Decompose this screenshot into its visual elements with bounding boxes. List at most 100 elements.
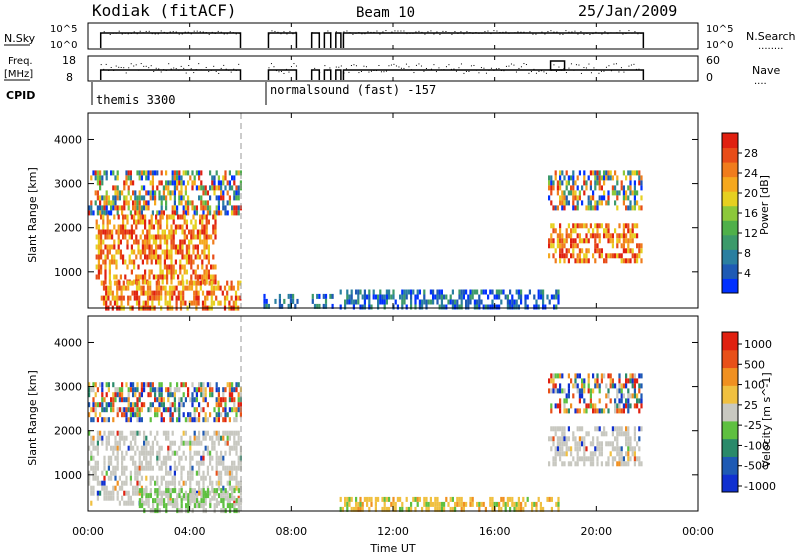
heatmap-cell [105,205,108,211]
heatmap-cell [278,293,281,299]
heatmap-cell [631,248,634,254]
heatmap-cell [215,210,218,216]
heatmap-cell [156,480,159,486]
heatmap-cell [140,185,143,191]
heatmap-cell [146,234,149,240]
heatmap-cell [162,490,165,496]
heatmap-cell [195,300,198,306]
nsky-dot [580,31,582,33]
heatmap-cell [210,234,213,240]
heatmap-cell [640,175,643,181]
heatmap-cell [105,295,108,301]
nsky-dot [577,33,579,35]
heatmap-cell [594,451,597,457]
heatmap-cell [123,407,126,413]
heatmap-cell [460,299,463,305]
heatmap-cell [614,170,617,176]
heatmap-cell [129,455,132,461]
nsky-dot [625,32,627,34]
heatmap-cell [184,480,187,486]
heatmap-cell [164,295,167,301]
heatmap-cell [184,285,187,291]
nave-dot [345,68,347,70]
heatmap-cell [625,248,628,254]
heatmap-cell [502,496,505,502]
heatmap-cell [138,488,141,494]
heatmap-cell [231,185,234,191]
nave-dot [238,63,240,65]
heatmap-cell [117,249,120,255]
heatmap-cell [125,417,128,423]
heatmap-cell [180,382,183,388]
heatmap-cell [622,383,625,389]
heatmap-cell [570,378,573,384]
heatmap-cell [618,456,621,462]
heatmap-cell [134,210,137,216]
heatmap-cell [576,426,579,432]
nave-dot [605,66,607,68]
heatmap-cell [451,299,454,305]
nsky-dot [142,32,144,34]
heatmap-cell [145,175,148,181]
heatmap-cell [559,373,562,379]
heatmap-cell [368,294,371,300]
heatmap-cell [629,403,632,409]
heatmap-cell [97,269,100,275]
heatmap-cell [467,294,470,300]
heatmap-cell [105,435,108,441]
heatmap-cell [157,254,160,260]
heatmap-cell [124,259,127,265]
heatmap-cell [178,488,181,494]
heatmap-cell [167,435,170,441]
heatmap-cell [137,274,140,280]
heatmap-cell [112,397,115,403]
heatmap-cell [160,392,163,398]
heatmap-cell [607,175,610,181]
heatmap-cell [603,426,606,432]
heatmap-cell [598,200,601,206]
nave-dot [388,65,390,67]
nave-dot [483,67,485,69]
heatmap-cell [154,170,157,176]
heatmap-cell [161,274,164,280]
heatmap-cell [215,498,218,504]
heatmap-cell [178,445,181,451]
heatmap-cell [616,233,619,239]
heatmap-cell [160,205,163,211]
heatmap-cell [583,238,586,244]
heatmap-cell [399,496,402,502]
heatmap-cell [374,496,377,502]
heatmap-cell [618,446,621,452]
heatmap-cell [498,501,501,507]
heatmap-cell [182,495,185,501]
heatmap-cell [97,239,100,245]
nsky-dot [317,32,319,34]
heatmap-cell [125,435,128,441]
heatmap-cell [100,264,103,270]
heatmap-cell [432,289,435,295]
heatmap-cell [239,295,242,301]
heatmap-cell [92,407,95,413]
heatmap-cell [113,274,116,280]
heatmap-cell [182,430,185,436]
heatmap-cell [598,383,601,389]
heatmap-cell [191,488,194,494]
heatmap-cell [110,495,113,501]
heatmap-cell [184,397,187,403]
heatmap-cell [173,170,176,176]
heatmap-cell [609,238,612,244]
colorbar-swatch [722,162,738,178]
heatmap-cell [182,440,185,446]
heatmap-cell [112,407,115,413]
heatmap-cell [460,506,463,512]
nsearch-label: N.Search [746,30,796,43]
heatmap-cell [118,435,121,441]
heatmap-cell [96,465,99,471]
heatmap-cell [146,239,149,245]
heatmap-cell [192,244,195,250]
heatmap-cell [594,205,597,211]
heatmap-cell [172,239,175,245]
nsky-dot [496,30,498,32]
heatmap-cell [115,259,118,265]
heatmap-cell [198,175,201,181]
